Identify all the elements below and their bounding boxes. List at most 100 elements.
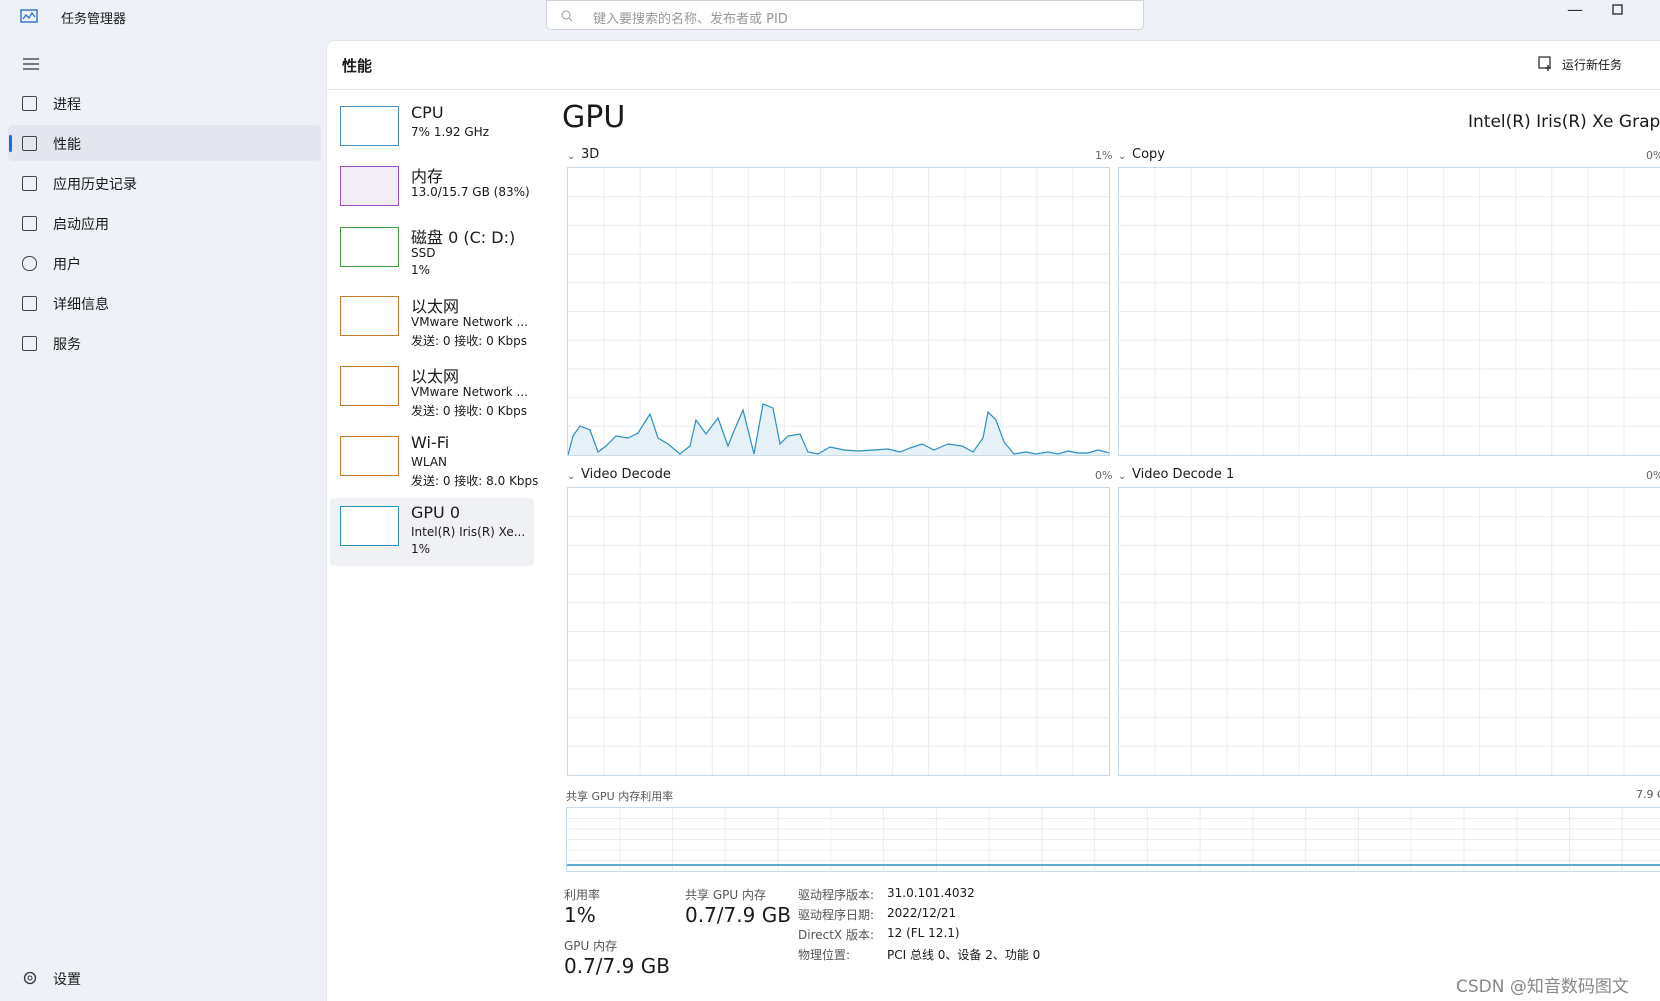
nav-item[interactable]: 启动应用 (53, 217, 109, 233)
shared-memory-label: 共享 GPU 内存利用率 (566, 790, 674, 803)
search-icon (561, 10, 573, 22)
stat-value: 0.7/7.9 GB (564, 954, 670, 978)
engine-name: 3D (581, 147, 600, 162)
device-thumbnail (340, 436, 399, 476)
stat-label: GPU 内存 (564, 939, 618, 953)
nav-selected-bg (8, 125, 321, 161)
engine-name: Copy (1132, 147, 1165, 162)
nav-icon (22, 256, 37, 271)
device-name[interactable]: Wi-Fi (411, 433, 450, 452)
detail-label: 驱动程序版本: (798, 888, 875, 902)
device-detail: 7% 1.92 GHz (411, 125, 490, 139)
engine-graph (567, 487, 1110, 776)
device-name[interactable]: 内存 (411, 167, 444, 186)
detail-label: DirectX 版本: (798, 928, 875, 942)
device-detail: WLAN (411, 455, 448, 469)
device-detail: 发送: 0 接收: 8.0 Kbps (411, 474, 539, 488)
usage-area (568, 404, 1109, 455)
device-detail: VMware Network ... (411, 385, 528, 399)
graph-grid (568, 488, 1109, 775)
detail-label: 物理位置: (798, 948, 851, 962)
device-thumbnail (340, 366, 399, 406)
engine-chevron: ⌄ (1118, 151, 1127, 162)
device-detail: Intel(R) Iris(R) Xe... (411, 525, 526, 539)
nav-item[interactable]: 性能 (53, 137, 81, 153)
engine-percent: 1% (1095, 149, 1113, 162)
graph-grid (1119, 168, 1660, 455)
nav-icon (22, 216, 37, 231)
watermark: CSDN @知音数码图文 (1456, 977, 1629, 997)
device-thumbnail (340, 296, 399, 336)
shared-memory-graph (566, 807, 1660, 872)
page-title: 性能 (342, 57, 373, 75)
menu-button[interactable] (22, 57, 40, 71)
app-icon (20, 9, 38, 23)
nav-item[interactable]: 应用历史记录 (53, 177, 137, 193)
graph-grid (568, 168, 1109, 455)
detail-value: 2022/12/21 (887, 906, 957, 920)
gpu-title: GPU (562, 100, 626, 135)
device-detail: 1% (411, 263, 431, 277)
stat-value: 1% (564, 903, 596, 927)
nav-icon (22, 296, 37, 311)
device-name[interactable]: 磁盘 0 (C: D:) (411, 228, 516, 247)
detail-value: PCI 总线 0、设备 2、功能 0 (887, 948, 1041, 962)
maximize-button[interactable] (1612, 4, 1624, 16)
device-detail: 发送: 0 接收: 0 Kbps (411, 404, 527, 418)
engine-chevron: ⌄ (567, 151, 576, 162)
minimize-button[interactable]: — (1567, 0, 1583, 19)
engine-name: Video Decode (581, 467, 671, 482)
nav-icon (22, 176, 37, 191)
nav-item[interactable]: 服务 (53, 337, 81, 353)
device-name[interactable]: 以太网 (411, 297, 460, 316)
device-name[interactable]: GPU 0 (411, 503, 461, 522)
stat-label: 利用率 (564, 888, 601, 902)
search-box[interactable]: 键入要搜索的名称、发布者或 PID (546, 0, 1144, 30)
graph-grid (567, 808, 1660, 871)
detail-label: 驱动程序日期: (798, 908, 875, 922)
device-detail: 发送: 0 接收: 0 Kbps (411, 334, 527, 348)
device-thumbnail (340, 227, 399, 267)
engine-graph (1118, 167, 1660, 456)
nav-icon (22, 96, 37, 111)
gpu-model: Intel(R) Iris(R) Xe Graphics (1468, 112, 1660, 132)
nav-icon (22, 336, 37, 351)
engine-name: Video Decode 1 (1132, 467, 1235, 482)
run-task-icon (1538, 56, 1551, 71)
detail-value: 31.0.101.4032 (887, 886, 975, 900)
header-divider (327, 89, 1660, 90)
stat-value: 0.7/7.9 GB (685, 903, 791, 927)
main-panel (326, 40, 1660, 1001)
engine-graph (1118, 487, 1660, 776)
device-name[interactable]: 以太网 (411, 367, 460, 386)
device-detail: SSD (411, 246, 436, 260)
engine-graph (567, 167, 1110, 456)
engine-percent: 0% (1095, 469, 1113, 482)
settings-icon (23, 971, 37, 985)
app-name: 任务管理器 (61, 12, 127, 27)
engine-chevron: ⌄ (567, 471, 576, 482)
search-placeholder: 键入要搜索的名称、发布者或 PID (593, 12, 788, 27)
nav-icon (22, 136, 37, 151)
stat-label: 共享 GPU 内存 (685, 888, 766, 902)
nav-settings[interactable]: 设置 (53, 972, 81, 988)
engine-percent: 0% (1646, 469, 1660, 482)
device-thumbnail (340, 166, 399, 206)
device-thumbnail (340, 506, 399, 546)
device-detail: 13.0/15.7 GB (83%) (411, 185, 530, 199)
shared-memory-max: 7.9 GB (1636, 788, 1660, 801)
run-task-button[interactable]: 运行新任务 (1562, 58, 1623, 72)
graph-grid (1119, 488, 1660, 775)
device-detail: VMware Network ... (411, 315, 528, 329)
detail-value: 12 (FL 12.1) (887, 926, 960, 940)
device-thumbnail (340, 106, 399, 146)
nav-item[interactable]: 用户 (53, 257, 81, 273)
nav-item[interactable]: 详细信息 (53, 297, 109, 313)
device-name[interactable]: CPU (411, 103, 444, 122)
engine-chevron: ⌄ (1118, 471, 1127, 482)
engine-percent: 0% (1646, 149, 1660, 162)
device-detail: 1% (411, 542, 431, 556)
nav-item[interactable]: 进程 (53, 97, 81, 113)
usage-line (568, 403, 1109, 455)
